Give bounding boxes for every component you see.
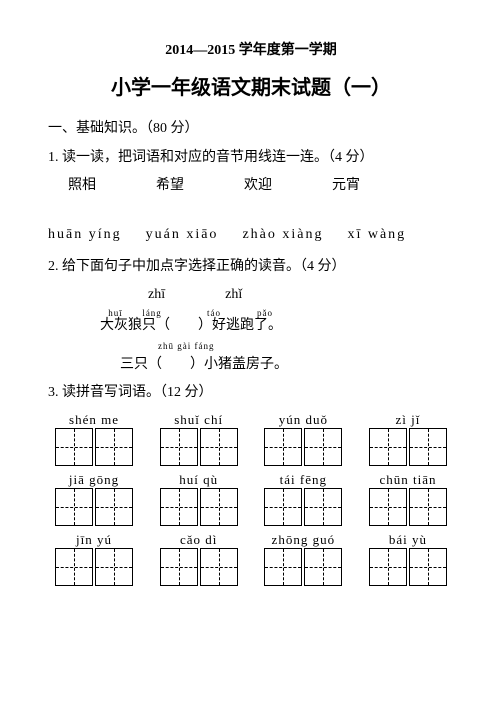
tianzige-pair [257,488,349,526]
tianzige-pair [362,548,454,586]
page-title: 小学一年级语文期末试题（一） [48,72,454,104]
tianzige-cell [304,548,342,586]
q2-s2-ruby: zhū gài fáng [48,339,454,353]
q3-item: bái yù [362,530,454,586]
tianzige-cell [200,488,238,526]
q3-item: zì jǐ [362,410,454,466]
question-2: 2. 给下面句子中加点字选择正确的读音。（4 分） [48,256,454,278]
tianzige-pair [362,428,454,466]
q3-pinyin-label: jiā gōng [48,470,140,486]
header-semester: 2014—2015 学年度第一学期 [48,40,454,62]
q3-pinyin-label: bái yù [362,530,454,546]
q2-s2-pre: 三只（ [120,357,162,372]
q3-item: cǎo dì [153,530,245,586]
q1-word: 元宵 [332,175,360,197]
tianzige-cell [409,488,447,526]
q1-pinyin: huān yíng [48,224,122,246]
question-3: 3. 读拼音写词语。（12 分） [48,382,454,404]
q2-options: zhī zhǐ [48,284,454,306]
tianzige-pair [257,548,349,586]
q3-pinyin-label: zì jǐ [362,410,454,426]
q3-item: jīn yú [48,530,140,586]
tianzige-cell [200,428,238,466]
tianzige-pair [48,428,140,466]
question-1: 1. 读一读，把词语和对应的音节用线连一连。（4 分） [48,147,454,169]
q2-opt: zhǐ [225,284,242,306]
q2-sentence-2: 三只（ ）小猪盖房子。 [48,354,454,376]
tianzige-cell [55,488,93,526]
tianzige-cell [95,428,133,466]
q3-row: jīn yú cǎo dì zhōng guó bái yù [48,530,454,586]
q1-pinyin: zhào xiàng [242,224,323,246]
q2-s1-base: 大灰狼只（ [100,318,170,333]
tianzige-cell [369,488,407,526]
q3-pinyin-label: cǎo dì [153,530,245,546]
tianzige-cell [264,548,302,586]
q3-pinyin-label: chūn tiān [362,470,454,486]
tianzige-pair [48,548,140,586]
tianzige-pair [153,548,245,586]
q3-pinyin-label: jīn yú [48,530,140,546]
q2-s1-tail-ruby: táo pǎo [198,308,282,318]
q3-item: tái fēng [257,470,349,526]
q1-pinyin: xī wàng [347,224,406,246]
q3-row: shén me shuǐ chí yún duǒ zì jǐ [48,410,454,466]
tianzige-cell [160,488,198,526]
q2-opt: zhī [148,284,165,306]
q1-words: 照相 希望 欢迎 元宵 [48,175,454,197]
q3-pinyin-label: tái fēng [257,470,349,486]
q1-word: 照相 [68,175,96,197]
q3-item: huí qù [153,470,245,526]
q2-sentence-1: 大灰狼只（huī láng ）好逃跑了。táo pǎo [48,309,454,337]
tianzige-cell [55,548,93,586]
tianzige-pair [48,488,140,526]
q3-item: yún duǒ [257,410,349,466]
tianzige-cell [409,428,447,466]
tianzige-cell [264,428,302,466]
tianzige-cell [95,488,133,526]
tianzige-pair [257,428,349,466]
q3-item: shén me [48,410,140,466]
q3-item: chūn tiān [362,470,454,526]
q1-pinyin: yuán xiāo [146,224,219,246]
q3-pinyin-label: huí qù [153,470,245,486]
tianzige-cell [304,428,342,466]
tianzige-cell [160,548,198,586]
tianzige-cell [200,548,238,586]
tianzige-pair [153,428,245,466]
tianzige-cell [304,488,342,526]
q1-word: 希望 [156,175,184,197]
q3-pinyin-label: zhōng guó [257,530,349,546]
tianzige-cell [369,428,407,466]
q3-grid-container: shén me shuǐ chí yún duǒ zì jǐ jiā gōng huí q… [48,410,454,586]
section-1-heading: 一、基础知识。（80 分） [48,118,454,140]
tianzige-cell [369,548,407,586]
q3-pinyin-label: shuǐ chí [153,410,245,426]
q3-pinyin-label: shén me [48,410,140,426]
q2-s1-ruby: huī láng [100,308,170,318]
tianzige-cell [55,428,93,466]
q2-s2-post: ）小猪盖房子。 [190,357,288,372]
q1-pinyin-row: huān yíng yuán xiāo zhào xiàng xī wàng [48,224,454,246]
tianzige-pair [153,488,245,526]
tianzige-cell [409,548,447,586]
tianzige-cell [264,488,302,526]
tianzige-pair [362,488,454,526]
q2-s1-tail-base: ）好逃跑了。 [198,318,282,333]
tianzige-cell [95,548,133,586]
q3-item: shuǐ chí [153,410,245,466]
tianzige-cell [160,428,198,466]
q3-item: jiā gōng [48,470,140,526]
q3-pinyin-label: yún duǒ [257,410,349,426]
q3-item: zhōng guó [257,530,349,586]
q3-row: jiā gōng huí qù tái fēng chūn tiān [48,470,454,526]
q1-word: 欢迎 [244,175,272,197]
